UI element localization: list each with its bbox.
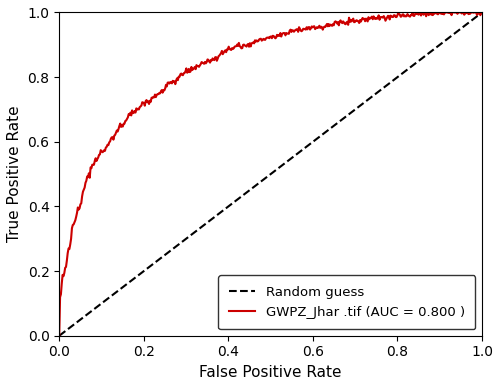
GWPZ_Jhar .tif (AUC = 0.800 ): [470, 10, 476, 15]
Line: GWPZ_Jhar .tif (AUC = 0.800 ): GWPZ_Jhar .tif (AUC = 0.800 ): [59, 12, 482, 336]
GWPZ_Jhar .tif (AUC = 0.800 ): [257, 36, 263, 41]
X-axis label: False Positive Rate: False Positive Rate: [200, 365, 342, 380]
GWPZ_Jhar .tif (AUC = 0.800 ): [422, 10, 428, 15]
Legend: Random guess, GWPZ_Jhar .tif (AUC = 0.800 ): Random guess, GWPZ_Jhar .tif (AUC = 0.80…: [218, 276, 476, 329]
GWPZ_Jhar .tif (AUC = 0.800 ): [285, 31, 291, 36]
GWPZ_Jhar .tif (AUC = 0.800 ): [479, 10, 485, 15]
GWPZ_Jhar .tif (AUC = 0.800 ): [56, 334, 62, 338]
GWPZ_Jhar .tif (AUC = 0.800 ): [260, 38, 266, 42]
Y-axis label: True Positive Rate: True Positive Rate: [7, 106, 22, 242]
GWPZ_Jhar .tif (AUC = 0.800 ): [308, 26, 314, 31]
GWPZ_Jhar .tif (AUC = 0.800 ): [403, 14, 409, 19]
